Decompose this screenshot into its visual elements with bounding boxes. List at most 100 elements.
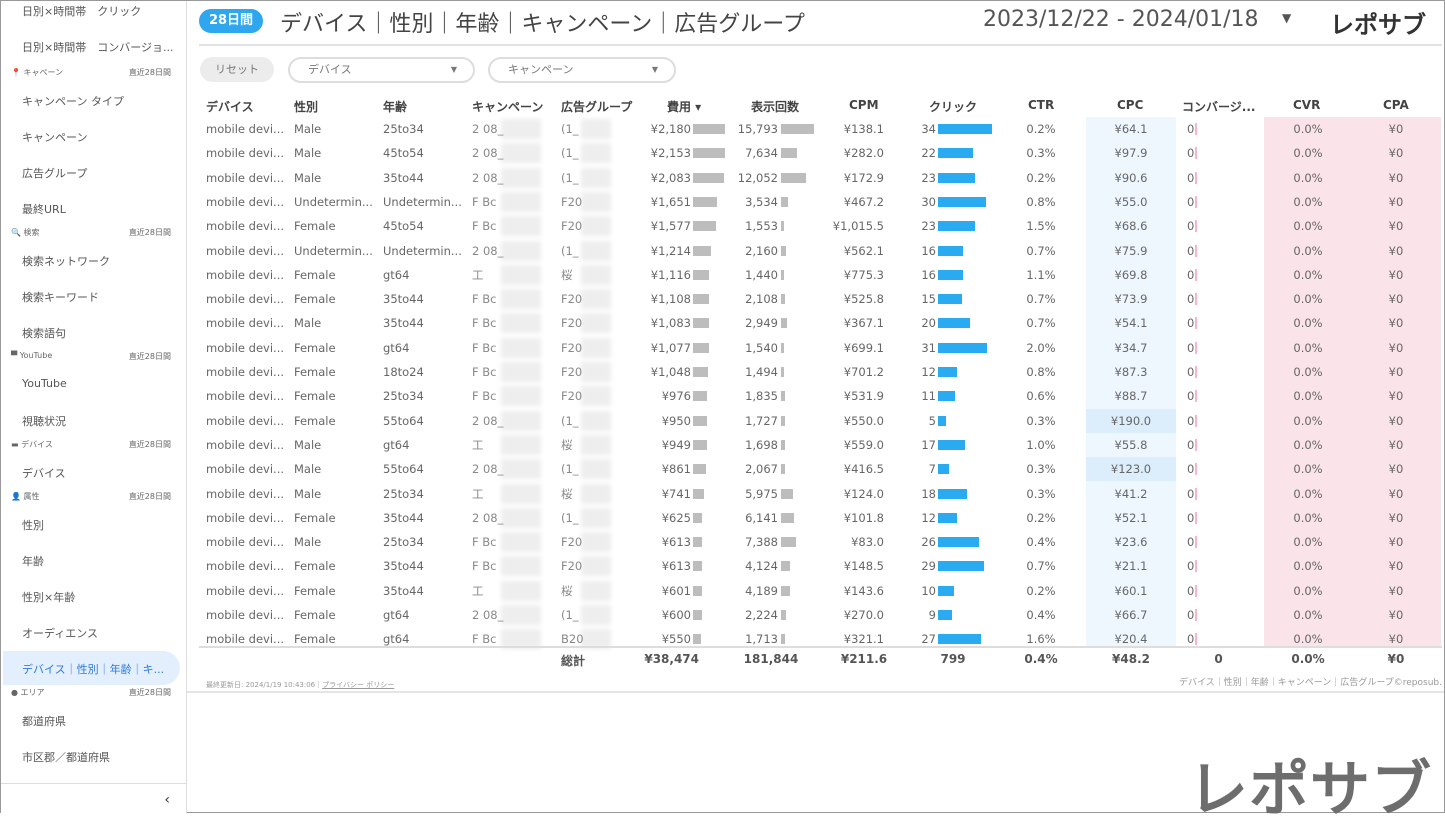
table-row[interactable]: mobile devi... Male gt64 工 桜 ¥949 1,698 ¥559.0 1… [187,433,1444,457]
sidebar-item[interactable]: YouTube [22,377,67,390]
column-header[interactable]: 性別 [294,100,319,114]
period-badge[interactable]: 28日間 [199,9,263,33]
table-row[interactable]: mobile devi... Male 45to54 2 08_ (1_ ¥2,153 7,… [187,141,1444,165]
section-title: エリア [20,688,45,697]
campaign-filter-select[interactable]: キャンペーン ▼ [488,57,676,83]
sidebar-item-label: デバイス｜性別｜年齢｜キ... [22,663,165,676]
table-row[interactable]: mobile devi... Female gt64 工 桜 ¥1,116 1,440 ¥77… [187,263,1444,287]
table-row[interactable]: mobile devi... Female 45to54 F Bc F20 ¥1,577 1… [187,214,1444,238]
table-row[interactable]: mobile devi... Male 35to44 F Bc F20 ¥1,083 2,9… [187,311,1444,335]
cpc-cell: ¥41.2 [1114,486,1148,501]
conversions-bar [1195,584,1197,597]
sidebar-item[interactable]: 日別×時間帯 コンバージョ... [22,41,174,54]
table-row[interactable]: mobile devi... Male 25to34 工 桜 ¥741 5,975 ¥124.… [187,482,1444,506]
cpm-cell: ¥138.1 [843,122,884,136]
campaign-cell: 工 [472,437,484,452]
column-header[interactable]: 年齢 [383,100,408,114]
table-row[interactable]: mobile devi... Female gt64 2 08_ (1_ ¥600 2,22… [187,603,1444,627]
cost-cell: ¥1,077 [650,340,691,355]
table-row[interactable]: mobile devi... Female 25to34 F Bc F20 ¥976 1,8… [187,384,1444,408]
cpa-cell: ¥0 [1388,632,1404,647]
collapse-sidebar[interactable]: ‹ [1,783,186,813]
sidebar-item[interactable]: 検索ネットワーク [22,255,110,268]
table-row[interactable]: mobile devi... Undetermin... Undetermin...… [187,190,1444,214]
table-row[interactable]: mobile devi... Female 18to24 F Bc F20 ¥1,048 1… [187,360,1444,384]
sidebar-item[interactable]: 検索キーワード [22,291,99,304]
sidebar-item[interactable]: 最終URL [22,203,66,216]
table-row[interactable]: mobile devi... Female 35to44 工 桜 ¥601 4,189 ¥14… [187,579,1444,603]
date-dropdown-icon[interactable]: ▼ [1282,11,1292,25]
cost-cell: ¥1,108 [650,292,691,307]
sidebar-item[interactable]: オーディエンス [22,627,99,640]
clicks-bar [938,439,965,450]
redaction-blur [501,191,541,212]
cpm-cell: ¥550.0 [843,413,884,428]
column-header[interactable]: CTR [1028,98,1055,112]
table-row[interactable]: mobile devi... Female gt64 F Bc B20 ¥550 1,713… [187,627,1444,651]
column-header[interactable]: CPA [1383,98,1409,112]
sidebar-section-pin: 📍 キャペーン 直近28日間 [11,67,171,78]
sidebar-item-active[interactable]: デバイス｜性別｜年齢｜キ... [3,651,180,685]
cpa-cell: ¥0 [1388,122,1404,136]
table-row[interactable]: mobile devi... Male 25to34 2 08_ (1_ ¥2,180 15… [187,117,1444,141]
age-cell: 55to64 [383,413,424,428]
sidebar-item[interactable]: 市区郡／都道府県 [22,751,110,764]
date-range[interactable]: 2023/12/22 - 2024/01/18 [983,7,1259,32]
clicks-cell: 12 [921,365,936,379]
column-header[interactable]: キャンペーン [472,100,544,114]
column-header[interactable]: CVR [1293,98,1321,112]
table-row[interactable]: mobile devi... Undetermin... Undetermin...… [187,239,1444,263]
privacy-policy-link[interactable]: プライバシー ポリシー [322,681,395,689]
column-header[interactable]: コンバージ... [1182,100,1256,114]
cvr-cell: 0.0% [1293,437,1323,452]
sidebar-item[interactable]: 視聴状況 [22,415,66,428]
sidebar-item[interactable]: 性別 [22,519,44,532]
column-header[interactable]: クリック [929,100,978,114]
device-filter-select[interactable]: デバイス ▼ [288,57,475,83]
redaction-blur [581,434,611,455]
reset-button[interactable]: リセット [200,57,274,82]
redaction-blur [581,605,611,625]
column-header[interactable]: 広告グループ [561,100,633,114]
table-row[interactable]: mobile devi... Female 35to44 F Bc F20 ¥1,108 2… [187,287,1444,311]
cpa-cell: ¥0 [1388,559,1404,574]
column-header[interactable]: CPM [849,98,879,112]
redaction-blur [581,119,611,139]
impressions-bar [781,294,786,305]
sidebar-item[interactable]: 広告グループ [22,167,88,180]
conversions-bar [1195,609,1197,621]
column-header[interactable]: デバイス [206,100,254,114]
sidebar-item[interactable]: 検索語句 [22,327,66,340]
age-cell: 35to44 [383,316,424,331]
sidebar-item[interactable]: 都道府県 [22,715,66,728]
age-cell: 55to64 [383,462,424,477]
table-row[interactable]: mobile devi... Female 55to64 2 08_ (1_ ¥950 1,… [187,408,1444,433]
campaign-cell: 2 08_ [472,146,504,161]
table-row[interactable]: mobile devi... Female 35to44 F Bc F20 ¥613 4,1… [187,554,1444,578]
column-header[interactable]: CPC [1117,98,1144,112]
column-header[interactable]: 費用 ▾ [667,100,702,114]
table-row[interactable]: mobile devi... Male 25to34 F Bc F20 ¥613 7,388… [187,530,1444,554]
table-row[interactable]: mobile devi... Female 35to44 2 08_ (1_ ¥625 6,… [187,506,1444,530]
sidebar-item[interactable]: 日別×時間帯 クリック [22,5,142,18]
redaction-blur [501,532,541,553]
sidebar-item[interactable]: 性別×年齢 [22,591,76,604]
cvr-cell: 0.0% [1293,170,1323,185]
sidebar-item[interactable]: デバイス [22,467,66,480]
cost-cell: ¥949 [661,437,691,452]
conversions-bar [1195,220,1197,233]
redaction-blur [581,362,611,382]
sidebar-item[interactable]: 年齢 [22,555,44,568]
table-row[interactable]: mobile devi... Male 35to44 2 08_ (1_ ¥2,083 12… [187,166,1444,190]
ctr-cell: 0.3% [1026,462,1056,477]
sidebar-item[interactable]: キャンペーン [22,131,88,144]
impressions-bar [781,634,785,645]
impressions-cell: 4,124 [745,559,778,574]
table-row[interactable]: mobile devi... Male 55to64 2 08_ (1_ ¥861 2,06… [187,457,1444,482]
chevron-left-icon[interactable]: ‹ [164,792,170,808]
table-row[interactable]: mobile devi... Female gt64 F Bc F20 ¥1,077 1,5… [187,336,1444,360]
cvr-cell: 0.0% [1293,559,1323,574]
sidebar-item[interactable]: キャンペーン タイプ [22,95,124,108]
conversions-cell: 0 [1187,510,1195,525]
column-header[interactable]: 表示回数 [751,100,800,114]
